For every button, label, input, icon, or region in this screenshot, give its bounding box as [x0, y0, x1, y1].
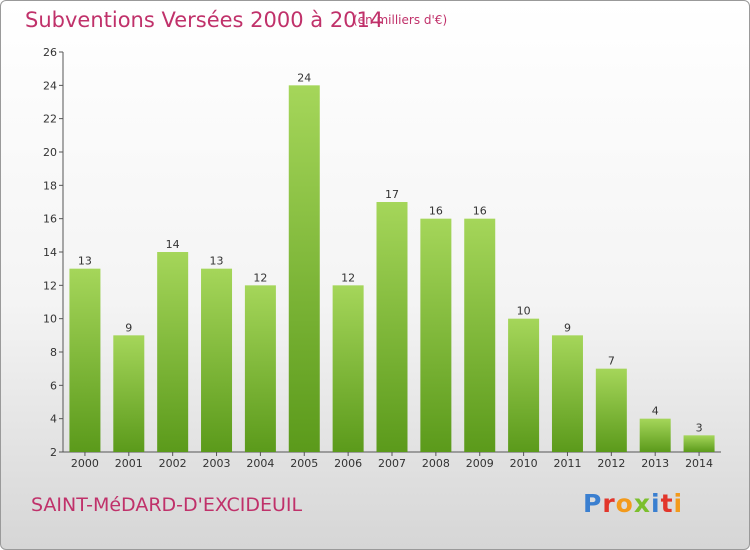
bar-2014 — [683, 435, 715, 452]
bar-2009 — [464, 218, 496, 452]
bar-2000 — [69, 268, 101, 452]
x-tick-label: 2001 — [115, 457, 143, 470]
x-tick-label: 2007 — [378, 457, 406, 470]
bar-value-label: 10 — [517, 305, 531, 318]
y-tick-label: 2 — [50, 446, 57, 459]
bar-value-label: 3 — [696, 421, 703, 434]
bar-value-label: 4 — [652, 405, 659, 418]
x-tick-label: 2008 — [422, 457, 450, 470]
logo-letter: P — [583, 489, 603, 518]
x-tick-label: 2000 — [71, 457, 99, 470]
bar-2007 — [376, 202, 408, 452]
logo-letter: i — [673, 489, 684, 518]
y-tick-label: 24 — [43, 79, 57, 92]
x-tick-label: 2003 — [203, 457, 231, 470]
x-tick-label: 2002 — [159, 457, 187, 470]
bar-value-label: 9 — [125, 321, 132, 334]
y-tick-label: 26 — [43, 46, 57, 59]
x-tick-label: 2011 — [553, 457, 581, 470]
x-tick-label: 2005 — [290, 457, 318, 470]
y-tick-label: 12 — [43, 279, 57, 292]
y-tick-label: 16 — [43, 213, 57, 226]
x-tick-label: 2006 — [334, 457, 362, 470]
logo-letter: x — [633, 489, 651, 518]
bar-value-label: 13 — [78, 255, 92, 268]
bar-2011 — [551, 335, 583, 452]
bar-value-label: 16 — [429, 205, 443, 218]
bar-value-label: 16 — [473, 205, 487, 218]
y-tick-label: 6 — [50, 379, 57, 392]
bar-2003 — [201, 268, 233, 452]
logo-letter: o — [615, 489, 634, 518]
y-tick-label: 18 — [43, 179, 57, 192]
bar-value-label: 9 — [564, 321, 571, 334]
bar-value-label: 12 — [341, 271, 355, 284]
x-tick-label: 2009 — [466, 457, 494, 470]
y-tick-label: 4 — [50, 413, 57, 426]
bar-value-label: 17 — [385, 188, 399, 201]
x-tick-label: 2012 — [597, 457, 625, 470]
chart-title: Subventions Versées 2000 à 2014 — [25, 8, 384, 32]
chart-subtitle: (en milliers d'€) — [353, 13, 448, 27]
bar-value-label: 13 — [210, 255, 224, 268]
x-tick-label: 2010 — [510, 457, 538, 470]
proxiti-logo[interactable]: Proxiti — [583, 489, 683, 518]
bar-2013 — [639, 418, 671, 452]
y-tick-label: 22 — [43, 113, 57, 126]
bar-2010 — [508, 318, 540, 452]
logo-letter: t — [660, 489, 674, 518]
x-tick-label: 2004 — [246, 457, 274, 470]
bar-2004 — [244, 285, 276, 452]
logo-letter: i — [651, 489, 661, 518]
x-tick-label: 2013 — [641, 457, 669, 470]
x-tick-label: 2014 — [685, 457, 713, 470]
bar-2001 — [113, 335, 145, 452]
y-tick-label: 20 — [43, 146, 57, 159]
y-tick-label: 14 — [43, 246, 57, 259]
y-tick-label: 10 — [43, 313, 57, 326]
y-tick-label: 8 — [50, 346, 57, 359]
bar-2002 — [157, 252, 189, 452]
bar-2005 — [288, 85, 320, 452]
bar-value-label: 12 — [253, 271, 267, 284]
bar-value-label: 24 — [297, 71, 311, 84]
bar-value-label: 7 — [608, 355, 615, 368]
logo-letter: r — [602, 489, 616, 518]
bar-value-label: 14 — [166, 238, 180, 251]
commune-name: SAINT-MéDARD-D'EXCIDEUIL — [31, 494, 303, 516]
bar-2008 — [420, 218, 452, 452]
bar-2012 — [595, 368, 627, 452]
bar-2006 — [332, 285, 364, 452]
